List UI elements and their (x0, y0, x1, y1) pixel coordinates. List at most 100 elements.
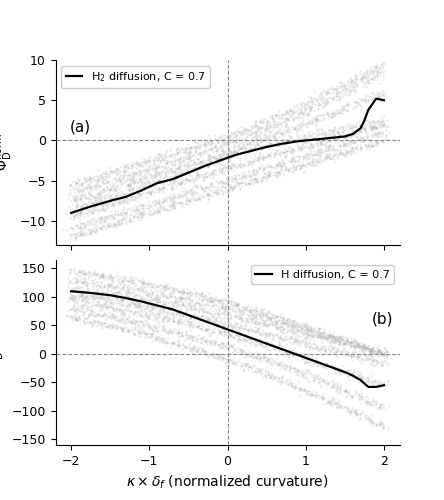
Point (163, 314, 170, 322)
Point (348, 75, 355, 83)
Point (83, 182, 91, 190)
Point (375, 118, 382, 126)
Point (293, 320, 300, 328)
Point (228, 356, 235, 364)
Point (67, 287, 75, 295)
Point (95, 194, 103, 202)
Point (194, 139, 201, 147)
Point (356, 352, 363, 360)
Point (206, 195, 213, 203)
Point (194, 188, 201, 196)
Point (205, 324, 212, 332)
Point (321, 100, 329, 108)
Point (221, 301, 228, 309)
Point (262, 163, 269, 171)
Point (135, 192, 142, 200)
Point (208, 312, 215, 320)
Point (245, 311, 252, 319)
Point (302, 328, 309, 336)
Point (139, 328, 146, 336)
Point (201, 347, 208, 355)
Point (289, 317, 296, 325)
Point (342, 386, 349, 394)
Point (375, 132, 382, 140)
Point (148, 187, 155, 195)
Point (189, 188, 196, 196)
Point (315, 325, 322, 333)
Point (241, 336, 248, 344)
Point (161, 178, 168, 186)
Point (98, 320, 105, 328)
Point (84, 318, 91, 326)
Point (111, 298, 118, 306)
Point (163, 309, 170, 317)
Point (230, 318, 237, 326)
Point (321, 334, 329, 342)
Point (330, 126, 337, 134)
Point (186, 176, 193, 184)
Point (80, 222, 87, 230)
Point (192, 305, 199, 313)
Point (78, 230, 85, 238)
Point (296, 386, 303, 394)
Point (175, 199, 182, 207)
Point (133, 204, 140, 212)
Point (308, 330, 315, 338)
Point (115, 196, 122, 204)
Point (103, 182, 111, 190)
Point (218, 303, 225, 311)
Point (328, 82, 335, 90)
Point (199, 185, 206, 193)
Point (367, 138, 374, 145)
Point (249, 314, 256, 322)
Point (375, 348, 382, 356)
Point (293, 349, 301, 357)
Point (230, 184, 238, 192)
Point (279, 129, 286, 137)
Point (230, 146, 238, 154)
Point (159, 324, 166, 332)
Point (132, 301, 139, 309)
Point (315, 394, 322, 402)
Point (139, 201, 147, 209)
Point (126, 186, 133, 194)
Point (246, 308, 254, 316)
Point (337, 149, 344, 157)
Point (367, 398, 374, 406)
Point (250, 354, 257, 362)
Point (289, 145, 296, 153)
Point (108, 289, 115, 297)
Point (325, 136, 332, 144)
Point (190, 158, 197, 166)
Point (329, 381, 337, 389)
Point (339, 123, 346, 131)
Point (208, 154, 215, 162)
Point (150, 302, 157, 310)
Point (73, 178, 80, 186)
Point (154, 290, 161, 298)
Point (170, 192, 178, 200)
Point (209, 352, 216, 360)
Point (92, 270, 99, 278)
Point (263, 141, 270, 149)
Point (123, 315, 130, 323)
Point (232, 307, 239, 315)
Point (352, 75, 359, 83)
Point (258, 117, 265, 125)
Point (189, 161, 196, 169)
Point (381, 58, 388, 66)
Point (284, 166, 291, 174)
Point (253, 166, 260, 173)
Point (374, 124, 381, 132)
Point (283, 115, 290, 123)
Point (130, 213, 137, 221)
Point (219, 304, 226, 312)
Point (119, 216, 126, 224)
Point (283, 116, 290, 124)
Point (230, 306, 237, 314)
Point (331, 348, 338, 356)
Point (238, 128, 246, 136)
Point (279, 112, 286, 120)
Point (352, 342, 359, 350)
Point (113, 164, 120, 172)
